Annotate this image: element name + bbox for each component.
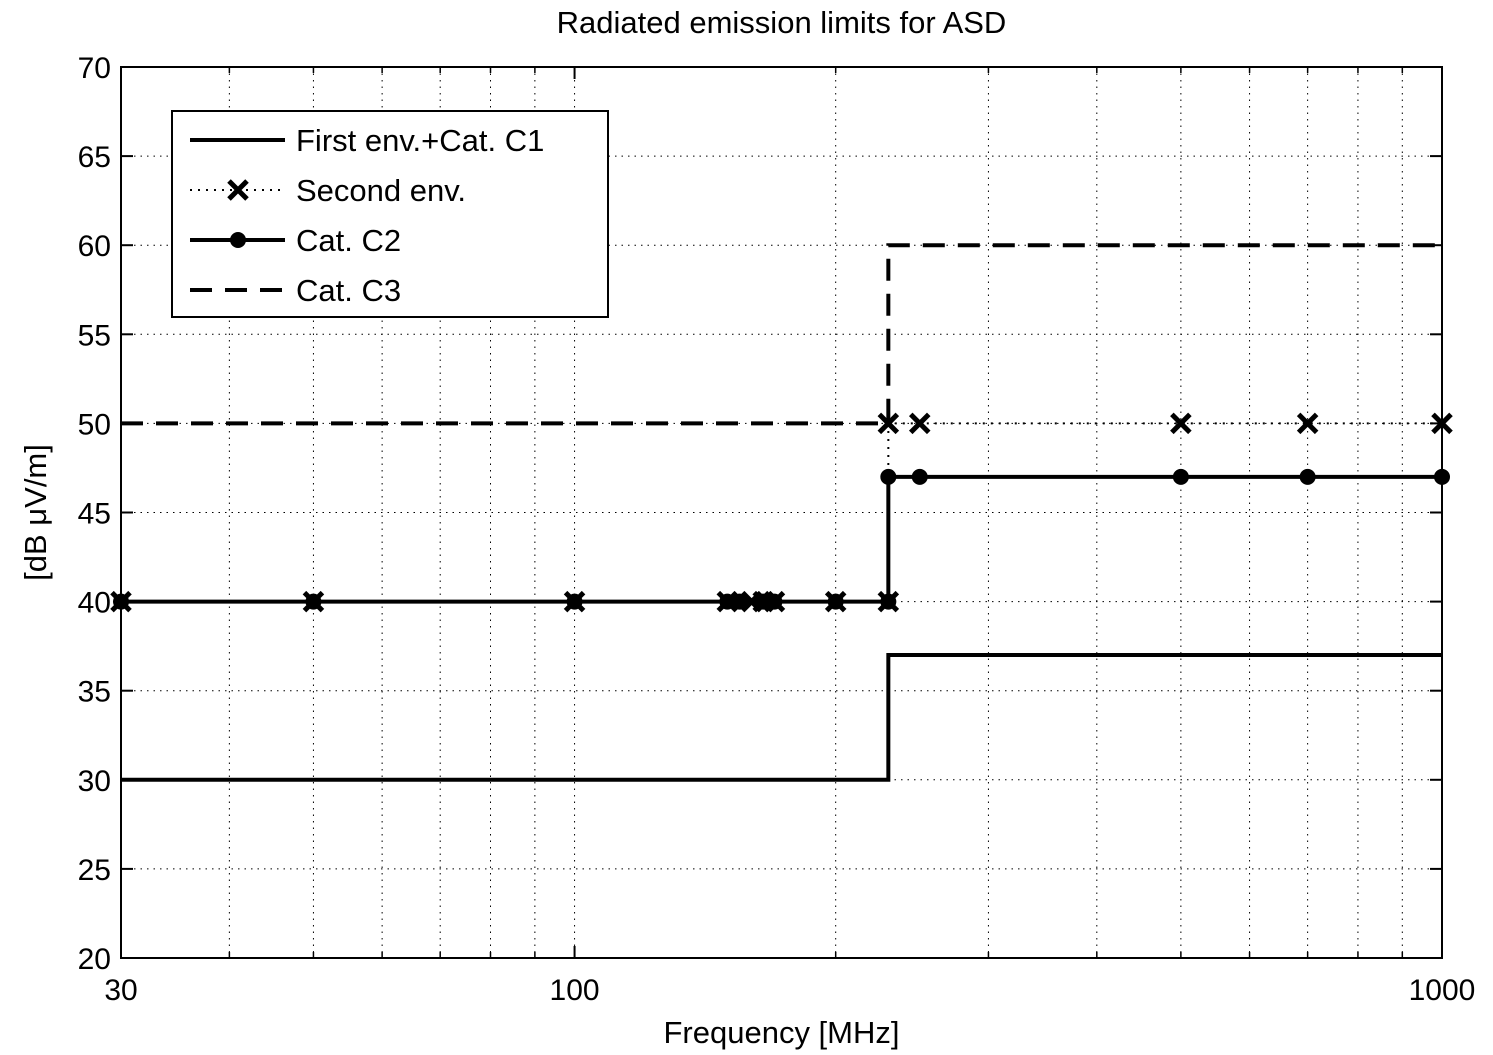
y-tick-label: 25 <box>78 854 111 887</box>
data-point-circle-marker <box>827 593 844 610</box>
series-cat-c3 <box>121 243 1442 426</box>
legend-label: Second env. <box>296 173 466 208</box>
x-tick-label: 30 <box>104 974 137 1007</box>
legend-label: Cat. C2 <box>296 223 401 258</box>
data-point-circle-marker <box>1299 468 1316 485</box>
x-axis-title: Frequency [MHz] <box>663 1015 899 1050</box>
x-marker-stroke <box>877 412 900 435</box>
y-axis-title: [dB μV/m] <box>18 444 53 581</box>
legend-label: Cat. C3 <box>296 273 401 308</box>
x-marker-stroke <box>227 179 249 201</box>
data-point-circle-marker <box>755 593 772 610</box>
data-point-circle-marker <box>566 593 583 610</box>
data-point-x-marker <box>877 412 900 435</box>
data-point-circle-marker <box>880 468 897 485</box>
data-point-circle-marker <box>1172 468 1189 485</box>
data-point-circle-marker <box>731 593 748 610</box>
data-point-x-marker <box>908 412 931 435</box>
x-tick-label: 100 <box>550 974 600 1007</box>
x-marker-stroke <box>908 412 931 435</box>
series-group <box>110 243 1453 782</box>
legend-item-cat-c3: Cat. C3 <box>190 273 401 308</box>
series-line-first-env-cat-c1 <box>121 653 1442 782</box>
legend-circle-marker <box>230 232 246 248</box>
data-point-circle-marker <box>305 593 322 610</box>
y-tick-label: 70 <box>78 52 111 85</box>
y-tick-label: 40 <box>78 587 111 620</box>
chart-title: Radiated emission limits for ASD <box>557 5 1007 40</box>
x-marker-stroke <box>1170 412 1192 435</box>
legend-x-marker <box>227 179 249 201</box>
y-tick-label: 20 <box>78 943 111 976</box>
y-tick-label: 45 <box>78 498 111 531</box>
y-tick-label: 50 <box>78 408 111 441</box>
data-point-circle-marker <box>911 468 928 485</box>
y-tick-label: 60 <box>78 230 111 263</box>
legend-item-first-env-cat-c1: First env.+Cat. C1 <box>190 123 544 158</box>
data-point-x-marker <box>1296 412 1319 435</box>
data-point-x-marker <box>1170 412 1192 435</box>
legend-box <box>171 110 609 318</box>
series-line-cat-c2 <box>121 474 1442 604</box>
legend-item-second-env: Second env. <box>190 173 466 208</box>
y-tick-label: 35 <box>78 676 111 709</box>
axis-ticks: 30 100 1000 20 25 30 35 40 45 50 55 60 65 70 <box>78 52 1476 1007</box>
series-line-cat-c3 <box>121 243 1442 426</box>
y-tick-label: 30 <box>78 765 111 798</box>
series-first-env-cat-c1 <box>121 653 1442 782</box>
y-tick-label: 65 <box>78 141 111 174</box>
legend-item-cat-c2: Cat. C2 <box>190 223 401 258</box>
y-tick-label: 55 <box>78 319 111 352</box>
data-point-circle-marker <box>719 593 736 610</box>
data-point-circle-marker <box>766 593 783 610</box>
legend-label: First env.+Cat. C1 <box>296 123 544 158</box>
legend: First env.+Cat. C1 Second env. Cat. C2 Cat.… <box>171 110 609 318</box>
data-point-circle-marker <box>880 593 897 610</box>
x-marker-stroke <box>1296 412 1319 435</box>
series-cat-c2 <box>113 468 1450 610</box>
x-tick-label: 1000 <box>1409 974 1476 1007</box>
grid <box>121 67 1442 958</box>
